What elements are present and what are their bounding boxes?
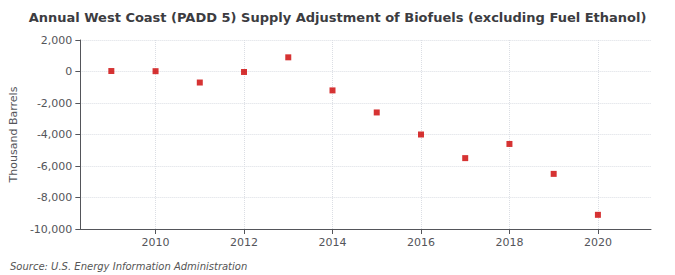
svg-text:Thousand Barrels: Thousand Barrels — [7, 86, 20, 183]
svg-text:-10,000: -10,000 — [30, 223, 72, 236]
svg-text:2014: 2014 — [319, 236, 347, 249]
svg-text:2012: 2012 — [230, 236, 258, 249]
svg-text:Source: U.S. Energy Informatio: Source: U.S. Energy Information Administ… — [10, 261, 247, 272]
svg-text:-8,000: -8,000 — [37, 191, 72, 204]
svg-text:2016: 2016 — [407, 236, 435, 249]
svg-text:0: 0 — [65, 65, 72, 78]
svg-text:Annual West Coast (PADD 5) Sup: Annual West Coast (PADD 5) Supply Adjust… — [29, 10, 647, 25]
svg-text:2010: 2010 — [142, 236, 170, 249]
svg-text:2018: 2018 — [495, 236, 523, 249]
svg-text:2,000: 2,000 — [41, 34, 73, 47]
svg-text:-6,000: -6,000 — [37, 160, 72, 173]
svg-text:2020: 2020 — [584, 236, 612, 249]
svg-text:-4,000: -4,000 — [37, 128, 72, 141]
svg-text:-2,000: -2,000 — [37, 97, 72, 110]
